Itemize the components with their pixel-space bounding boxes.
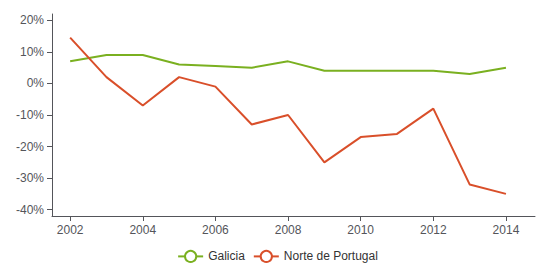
svg-text:2002: 2002 bbox=[57, 223, 84, 237]
svg-text:2008: 2008 bbox=[275, 223, 302, 237]
svg-text:2006: 2006 bbox=[202, 223, 229, 237]
svg-text:-10%: -10% bbox=[16, 108, 44, 122]
svg-text:2004: 2004 bbox=[129, 223, 156, 237]
svg-text:-30%: -30% bbox=[16, 171, 44, 185]
svg-text:Norte de Portugal: Norte de Portugal bbox=[284, 249, 378, 263]
svg-text:2012: 2012 bbox=[420, 223, 447, 237]
svg-text:Galicia: Galicia bbox=[208, 249, 245, 263]
svg-text:0%: 0% bbox=[27, 76, 45, 90]
svg-text:2010: 2010 bbox=[347, 223, 374, 237]
svg-text:-40%: -40% bbox=[16, 203, 44, 217]
svg-text:10%: 10% bbox=[20, 45, 44, 59]
svg-text:2014: 2014 bbox=[493, 223, 520, 237]
svg-text:-20%: -20% bbox=[16, 140, 44, 154]
svg-text:20%: 20% bbox=[20, 13, 44, 27]
